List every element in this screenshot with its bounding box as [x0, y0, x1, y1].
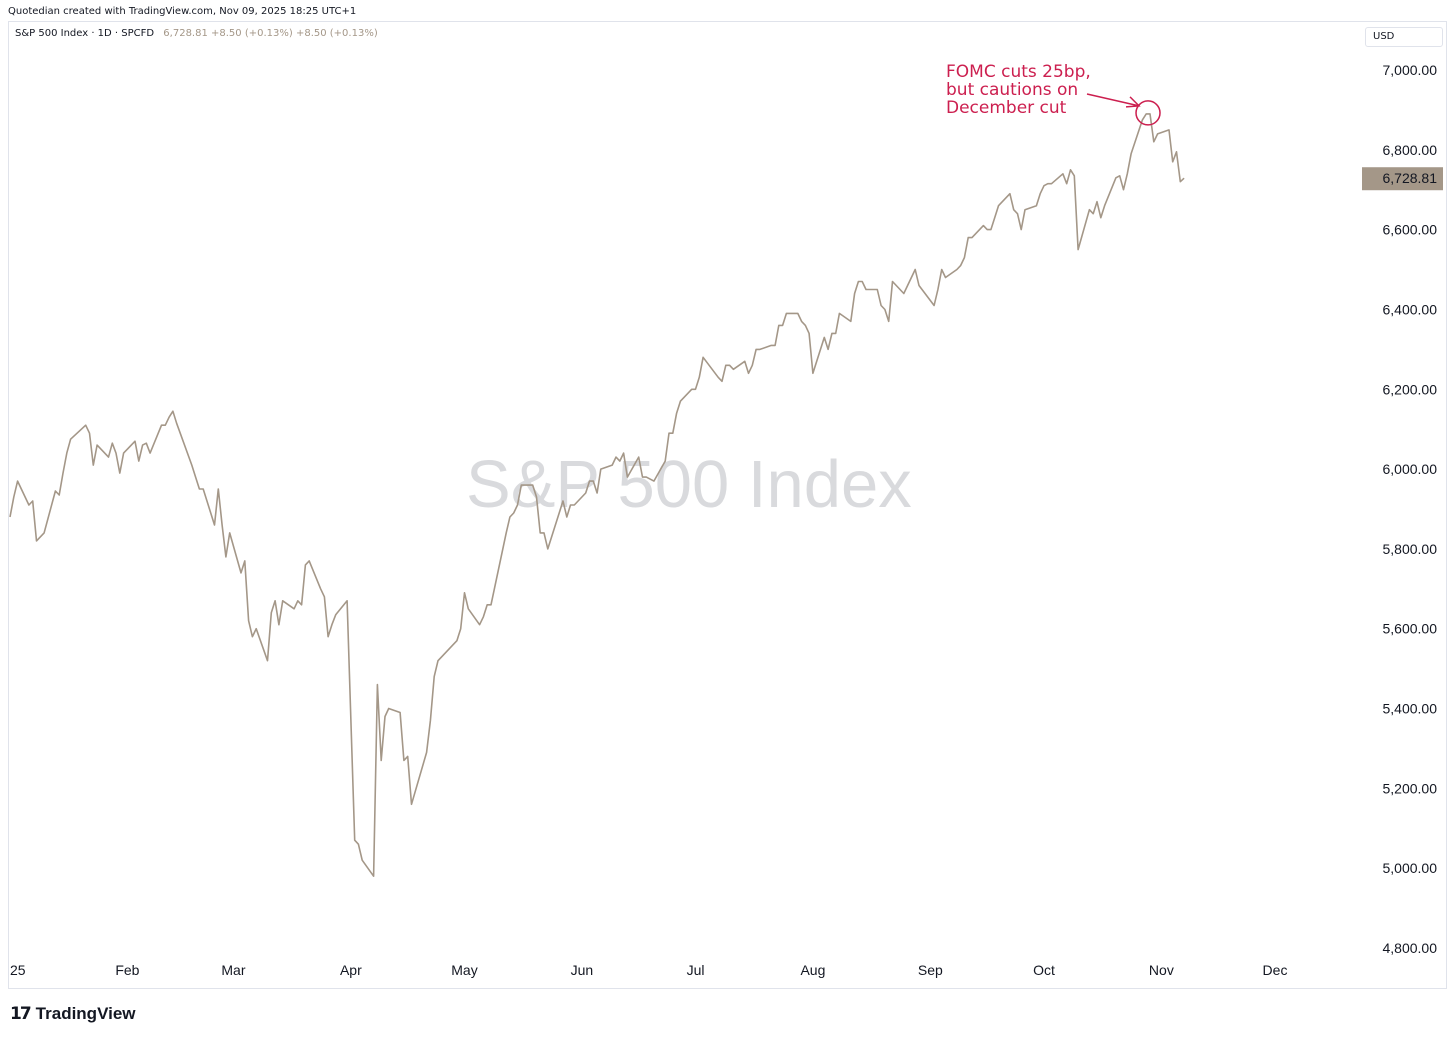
- x-tick-label: Apr: [340, 962, 362, 978]
- x-tick-label: Jul: [687, 962, 705, 978]
- y-tick-label: 6,400.00: [1383, 301, 1438, 317]
- x-tick-label: Mar: [221, 962, 245, 978]
- annotation-circle: [1135, 100, 1161, 126]
- y-tick-label: 5,200.00: [1383, 780, 1438, 796]
- y-tick-label: 7,000.00: [1383, 62, 1438, 78]
- x-tick-label: Feb: [115, 962, 139, 978]
- y-tick-label: 6,600.00: [1383, 222, 1438, 238]
- y-tick-label: 6,000.00: [1383, 461, 1438, 477]
- annotation-text: but cautions on: [946, 80, 1078, 100]
- tradingview-wordmark: TradingView: [35, 1004, 136, 1023]
- y-tick-label: 5,000.00: [1383, 860, 1438, 876]
- chart-credit: Quotedian created with TradingView.com, …: [8, 6, 357, 17]
- symbol-watermark: S&P 500 Index: [466, 447, 912, 522]
- y-tick-label: 5,600.00: [1383, 621, 1438, 637]
- y-tick-label: 6,800.00: [1383, 142, 1438, 158]
- annotation-arrow: [1086, 93, 1140, 107]
- y-tick-label: 5,800.00: [1383, 541, 1438, 557]
- x-tick-label: Aug: [800, 962, 825, 978]
- annotation-arrowhead: [1125, 96, 1141, 108]
- tradingview-logo-icon: 17: [10, 1004, 32, 1024]
- last-price-label: 6,728.81: [1383, 170, 1438, 186]
- chart-frame[interactable]: [8, 21, 1447, 989]
- y-tick-label: 4,800.00: [1383, 940, 1438, 956]
- annotation-text: FOMC cuts 25bp,: [946, 62, 1091, 82]
- price-chart[interactable]: 7,000.00 6,800.00 6,600.00 6,400.00 6,200.00…: [0, 0, 1456, 1000]
- x-tick-label: Nov: [1149, 962, 1174, 978]
- last-price-tag: [1362, 167, 1443, 191]
- x-tick-label: Jun: [571, 962, 594, 978]
- y-tick-label: 5,400.00: [1383, 701, 1438, 717]
- price-line: [9, 113, 1185, 878]
- tradingview-brand[interactable]: 17 TradingView: [10, 1003, 136, 1025]
- x-tick-label: 25: [10, 962, 26, 978]
- x-tick-label: Dec: [1263, 962, 1288, 978]
- x-tick-label: Oct: [1033, 962, 1055, 978]
- currency-selector[interactable]: USD: [1365, 27, 1443, 47]
- x-tick-label: Sep: [918, 962, 943, 978]
- annotation-text: December cut: [946, 98, 1067, 118]
- x-tick-label: May: [451, 962, 477, 978]
- symbol-name[interactable]: S&P 500 Index · 1D · SPCFD: [15, 28, 155, 39]
- y-tick-label: 6,200.00: [1383, 381, 1438, 397]
- symbol-values: 6,728.81 +8.50 (+0.13%) +8.50 (+0.13%): [163, 28, 378, 39]
- symbol-legend[interactable]: S&P 500 Index · 1D · SPCFD 6,728.81 +8.5…: [15, 28, 378, 39]
